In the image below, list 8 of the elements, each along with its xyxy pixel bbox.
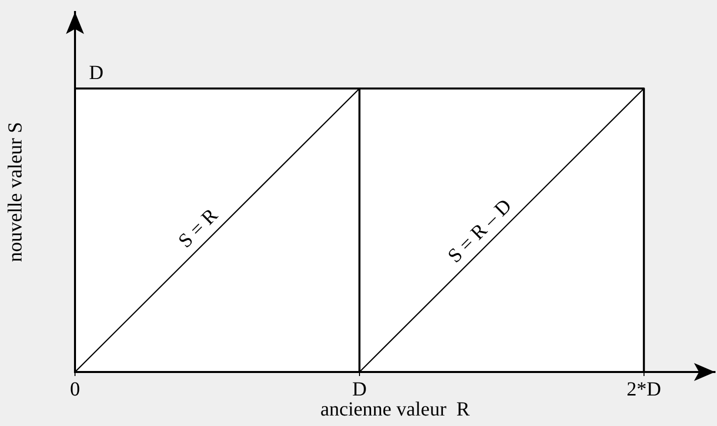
x-axis-title: ancienne valeur R <box>320 398 470 420</box>
x-tick-label: D <box>352 378 367 400</box>
x-tick-label: 0 <box>70 378 80 400</box>
y-axis-title: nouvelle valeur S <box>4 122 26 262</box>
annotation: S = R <box>174 204 223 252</box>
annotation: S = R – D <box>444 195 516 268</box>
annotation: D <box>89 62 104 84</box>
x-tick-label: 2*D <box>626 378 662 400</box>
